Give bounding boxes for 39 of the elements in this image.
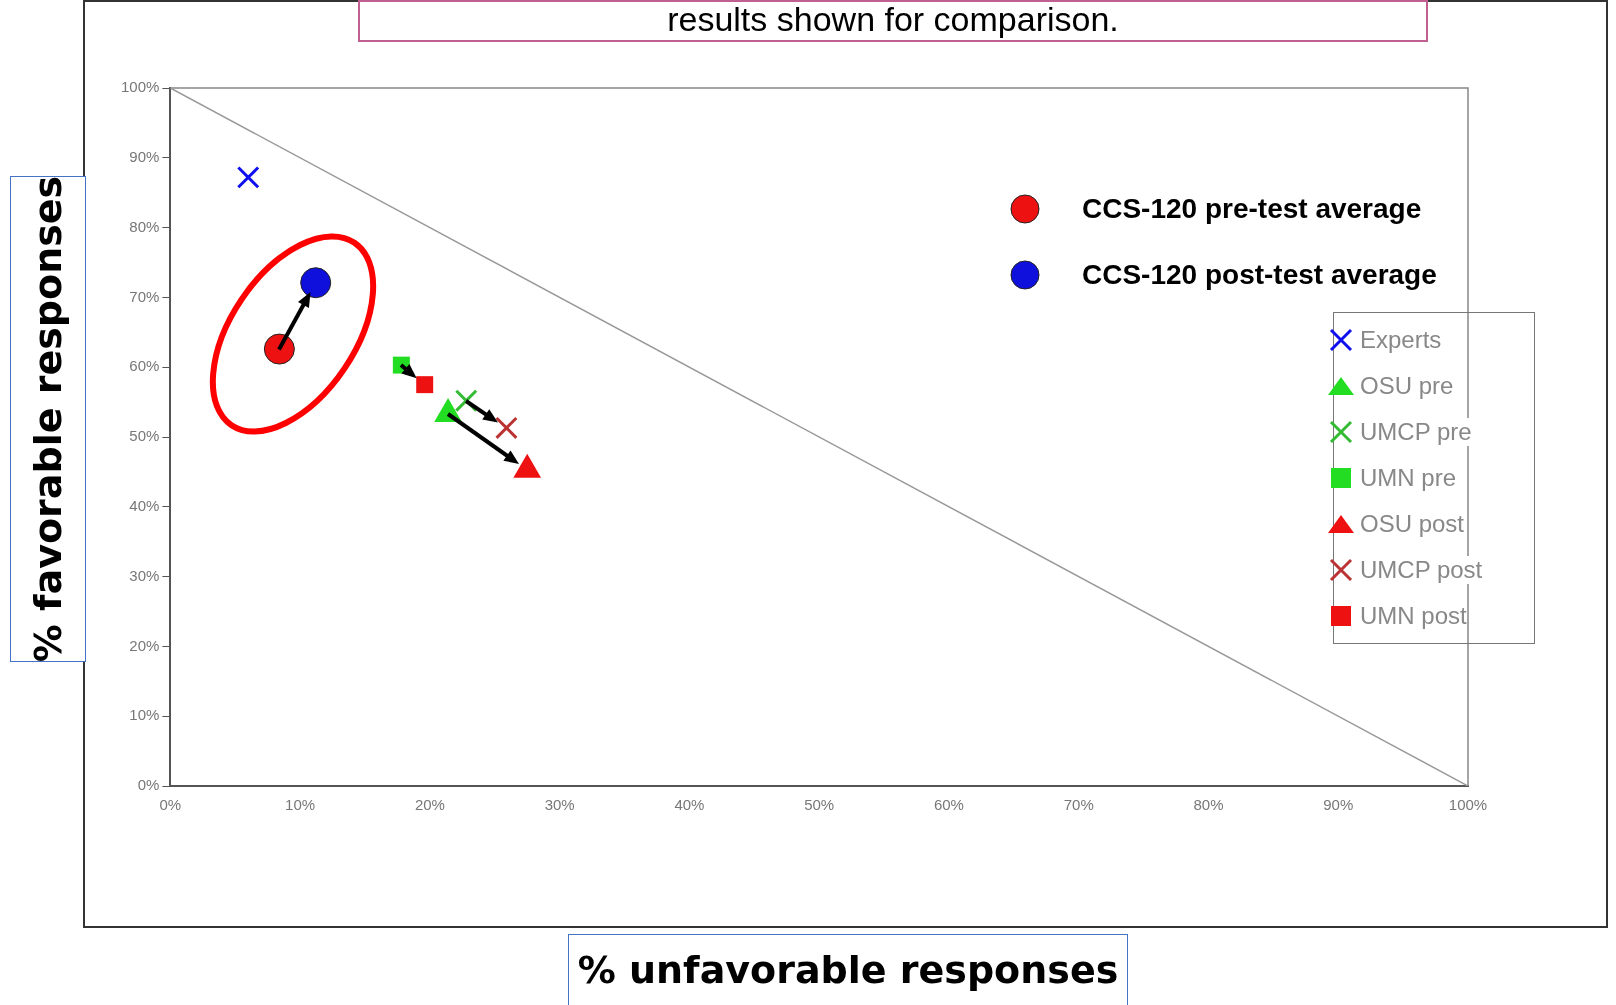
point [263,333,295,365]
x-tick-label: 50% [804,796,835,814]
x-tick-label: 40% [674,796,705,814]
y-tick-label: 70% [129,287,160,305]
y-tick-label: 60% [129,357,160,375]
y-tick-label: 20% [129,636,160,654]
chart-title: results shown for comparison. [667,0,1119,38]
y-axis-title: % favorable responses [26,175,70,663]
x-tick-label: 80% [1193,796,1224,814]
y-tick-label: 40% [129,496,160,514]
x-tick-label: 20% [414,796,445,814]
x-tick-label: 0% [159,796,182,814]
x-tick-label: 10% [285,796,316,814]
legend-label: UMN pre [1360,464,1457,492]
legend-label: OSU post [1360,510,1465,538]
y-tick-label: 50% [129,427,160,445]
legend-label: UMCP pre [1360,418,1472,446]
point [495,416,518,440]
x-tick-label: 70% [1063,796,1094,814]
x-tick-label: 30% [544,796,575,814]
legend-label: UMN post [1360,602,1467,630]
point [300,267,332,299]
x-axis-title: % unfavorable responses [568,934,1128,1005]
y-tick-label: 80% [129,217,160,235]
x-tick-label: 60% [933,796,964,814]
legend-label: CCS-120 pre-test average [1082,193,1422,225]
legend-label: CCS-120 post-test average [1082,259,1437,291]
y-tick-label: 100% [120,78,160,96]
x-tick-label: 90% [1323,796,1354,814]
legend-label: Experts [1360,326,1442,354]
point [236,165,260,189]
legend-label: OSU pre [1360,372,1454,400]
y-tick-label: 90% [129,147,160,165]
y-tick-label: 30% [129,566,160,584]
y-tick-label: 0% [137,776,160,794]
x-tick-label: 100% [1448,796,1488,814]
legend-label: UMCP post [1360,556,1483,584]
y-tick-label: 10% [129,706,160,724]
point [416,376,434,394]
